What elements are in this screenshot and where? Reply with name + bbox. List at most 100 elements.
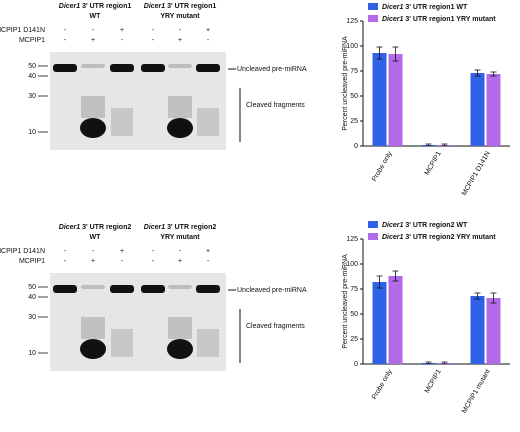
band-uncleaved (81, 285, 105, 289)
lane-sign: - (152, 248, 155, 255)
cleaved-label: Cleaved fragments (246, 323, 305, 330)
y-tick-label: 50 (350, 311, 358, 318)
band-cleaved (80, 118, 106, 138)
lane-sign: - (121, 258, 124, 265)
band-uncleaved (141, 64, 165, 72)
gel-header: Dicer1 3' UTR region2 (144, 224, 217, 231)
lane-sign: - (152, 27, 155, 34)
band-faint (197, 329, 219, 357)
uncleaved-label: Uncleaved pre-miRNA (237, 287, 307, 294)
legend-swatch (368, 233, 378, 240)
legend-swatch (368, 221, 378, 228)
marker-label: 50 (28, 63, 36, 70)
band-faint (197, 108, 219, 136)
gel-header: Dicer1 3' UTR region2 (59, 224, 132, 231)
marker-label: 10 (28, 350, 36, 357)
band-cleaved (80, 339, 106, 359)
lane-sign: - (64, 258, 67, 265)
y-axis-label: Percent uncleaved pre-miRNA (342, 36, 349, 131)
lane-sign: + (206, 27, 210, 34)
error-bar (474, 69, 481, 77)
band-faint (111, 329, 133, 357)
lane-sign: - (92, 27, 95, 34)
lane-sign: + (120, 248, 124, 255)
band-uncleaved (81, 64, 105, 68)
legend-label: Dicer1 3' UTR region2 YRY mutant (382, 234, 496, 241)
legend-label: Dicer1 3' UTR region1 WT (382, 4, 468, 11)
gel-subheader: YRY mutant (160, 13, 200, 20)
gel-header: Dicer1 3' UTR region1 (144, 3, 217, 10)
lane-sign: + (91, 37, 95, 44)
lane-sign: + (91, 258, 95, 265)
x-tick-label: MCPIP1 (424, 368, 443, 394)
uncleaved-label: Uncleaved pre-miRNA (237, 66, 307, 73)
marker-label: 40 (28, 294, 36, 301)
row-label: MCPIP1 D141N (0, 27, 45, 34)
lane-sign: + (206, 248, 210, 255)
x-tick-label: Probe only (371, 150, 394, 183)
legend-swatch (368, 3, 378, 10)
legend-label: Dicer1 3' UTR region1 YRY mutant (382, 16, 496, 23)
lane-sign: - (64, 248, 67, 255)
lane-sign: + (178, 258, 182, 265)
x-tick-label: MCPIP1 D141N (461, 150, 492, 197)
marker-label: 40 (28, 73, 36, 80)
row-label: MCPIP1 D141N (0, 248, 45, 255)
lane-sign: - (121, 37, 124, 44)
error-bar (474, 292, 481, 300)
row-label: MCPIP1 (19, 258, 45, 265)
y-tick-label: 25 (350, 118, 358, 125)
band-uncleaved (110, 285, 134, 293)
marker-label: 10 (28, 129, 36, 136)
band-uncleaved (110, 64, 134, 72)
legend-label: Dicer1 3' UTR region2 WT (382, 222, 468, 229)
lane-sign: - (207, 258, 210, 265)
lane-sign: - (64, 27, 67, 34)
error-bar (425, 143, 432, 147)
bar (470, 296, 485, 364)
marker-label: 30 (28, 314, 36, 321)
gel-header: Dicer1 3' UTR region1 (59, 3, 132, 10)
band-uncleaved (53, 64, 77, 72)
band-cleaved (167, 118, 193, 138)
y-tick-label: 75 (350, 68, 358, 75)
smear (168, 317, 192, 339)
y-tick-label: 75 (350, 286, 358, 293)
marker-label: 50 (28, 284, 36, 291)
band-uncleaved (196, 285, 220, 293)
band-uncleaved (168, 285, 192, 289)
y-tick-label: 50 (350, 93, 358, 100)
lane-sign: + (178, 37, 182, 44)
gel-subheader: WT (90, 234, 102, 241)
gel-subheader: YRY mutant (160, 234, 200, 241)
lane-sign: - (152, 258, 155, 265)
y-tick-label: 0 (354, 143, 358, 150)
y-tick-label: 100 (346, 43, 358, 50)
y-tick-label: 100 (346, 261, 358, 268)
marker-label: 30 (28, 93, 36, 100)
cleaved-label: Cleaved fragments (246, 102, 305, 109)
bar (388, 276, 403, 364)
error-bar (392, 46, 399, 62)
error-bar (392, 270, 399, 282)
x-tick-label: MCPIP1 (424, 150, 443, 176)
band-uncleaved (53, 285, 77, 293)
band-uncleaved (141, 285, 165, 293)
bar (486, 74, 501, 146)
lane-sign: - (207, 37, 210, 44)
lane-sign: - (179, 248, 182, 255)
error-bar (441, 361, 448, 365)
bar (486, 298, 501, 364)
band-cleaved (167, 339, 193, 359)
y-tick-label: 125 (346, 236, 358, 243)
y-axis-label: Percent uncleaved pre-miRNA (342, 254, 349, 349)
lane-sign: - (152, 37, 155, 44)
lane-sign: - (179, 27, 182, 34)
error-bar (490, 292, 497, 304)
smear (81, 96, 105, 118)
lane-sign: + (120, 27, 124, 34)
bar (470, 73, 485, 146)
error-bar (376, 46, 383, 60)
row-label: MCPIP1 (19, 37, 45, 44)
